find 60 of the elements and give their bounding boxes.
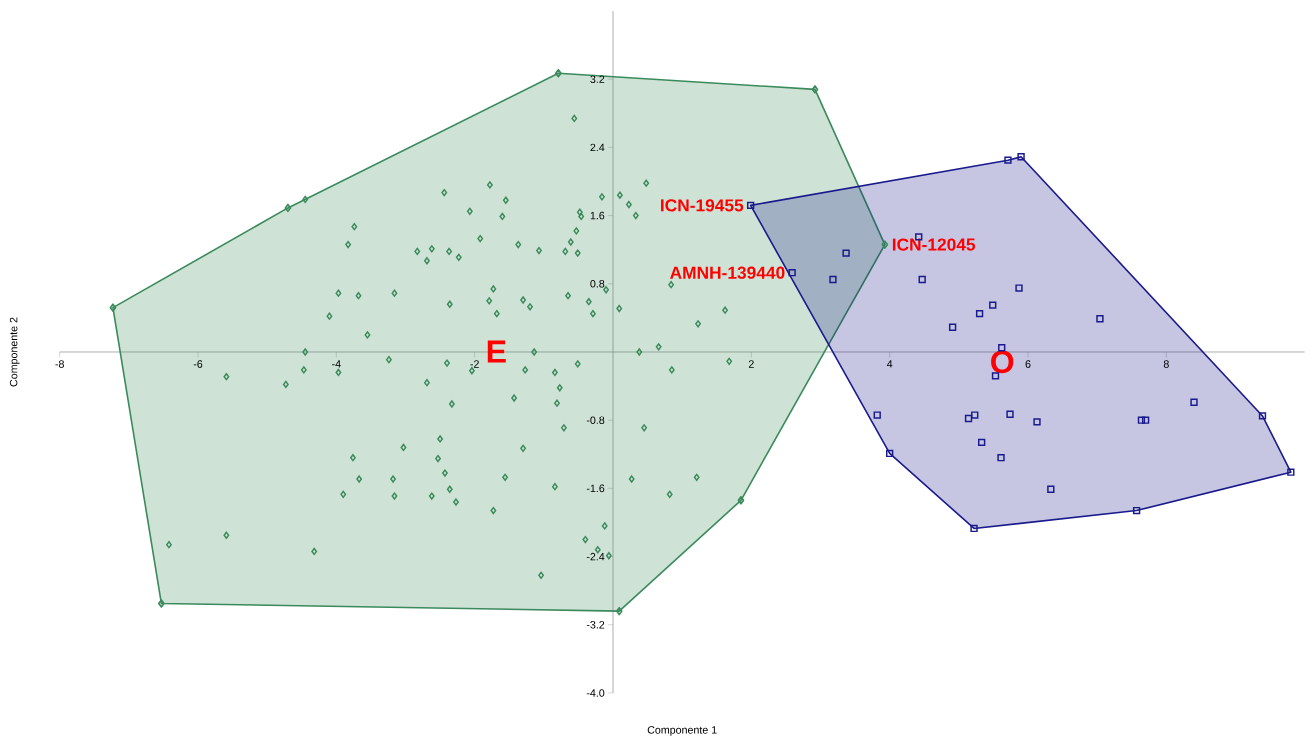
point <box>881 240 889 249</box>
point <box>1006 410 1014 418</box>
point <box>989 301 997 309</box>
point <box>1190 398 1198 406</box>
x-tick-label: -2 <box>470 360 479 368</box>
x-tick-label: -4 <box>332 360 341 368</box>
y-tick-label: -4.0 <box>586 689 605 697</box>
point <box>829 275 837 284</box>
point <box>873 411 881 419</box>
annotation: E <box>487 340 506 363</box>
x-tick-label: 8 <box>1163 360 1169 368</box>
point <box>970 524 978 533</box>
x-tick-label: 6 <box>1025 360 1031 368</box>
x-tick-label: -6 <box>193 360 203 368</box>
annotation: AMNH-139440 <box>670 266 785 279</box>
y-tick-label: 3.2 <box>590 75 605 83</box>
point <box>554 68 562 78</box>
y-tick-label: -3.2 <box>586 621 605 629</box>
y-tick-label: -2.4 <box>586 552 605 561</box>
point <box>284 203 292 213</box>
point <box>1096 315 1104 323</box>
y-tick-label: 0.8 <box>590 280 605 288</box>
x-tick-label: 2 <box>748 360 754 368</box>
point <box>842 249 850 257</box>
point <box>1258 412 1267 420</box>
point <box>1141 416 1150 424</box>
point <box>975 309 984 318</box>
point <box>918 275 926 284</box>
point <box>886 449 894 458</box>
annotation: ICN-12045 <box>892 238 976 251</box>
point <box>997 454 1005 462</box>
point <box>737 496 745 505</box>
point <box>971 411 979 419</box>
point <box>746 201 755 210</box>
point <box>977 438 986 447</box>
annotation: ICN-19455 <box>661 199 744 212</box>
point <box>788 269 796 277</box>
point <box>964 414 973 423</box>
point <box>615 606 623 616</box>
x-axis-title: Componente 1 <box>647 726 717 736</box>
point <box>1287 468 1295 476</box>
y-tick-label: 2.4 <box>590 143 605 152</box>
y-axis-title: Componente 2 <box>9 317 20 387</box>
point <box>811 85 819 94</box>
y-tick-label: 1.6 <box>590 211 605 220</box>
x-tick-label: 4 <box>886 360 893 368</box>
point <box>1017 153 1025 161</box>
point <box>1047 485 1055 493</box>
x-tick-label: -8 <box>55 360 64 368</box>
point <box>1015 284 1023 292</box>
point <box>1004 156 1012 164</box>
point <box>1137 416 1146 424</box>
annotation: O <box>991 350 1014 374</box>
point <box>157 599 165 608</box>
point <box>109 303 117 312</box>
point <box>1132 506 1141 515</box>
y-tick-label: -0.8 <box>586 416 605 424</box>
point <box>948 323 957 331</box>
y-tick-label: -1.6 <box>586 484 605 493</box>
point <box>1033 418 1041 426</box>
